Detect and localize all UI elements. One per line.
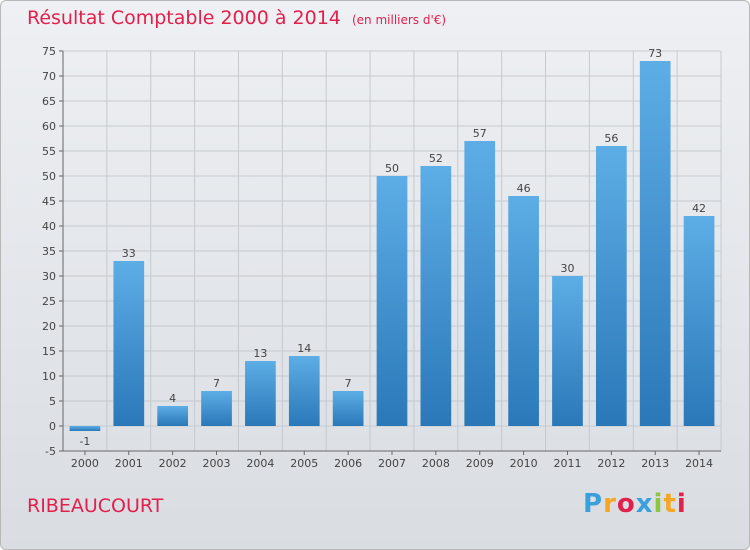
bar bbox=[683, 216, 715, 426]
y-tick-label: 10 bbox=[42, 370, 56, 383]
value-label: 13 bbox=[253, 347, 267, 360]
y-tick-label: 5 bbox=[49, 395, 56, 408]
y-tick-label: 0 bbox=[49, 420, 56, 433]
logo-letter: i bbox=[676, 489, 687, 519]
value-label: 73 bbox=[648, 47, 662, 60]
chart-title-main: Résultat Comptable 2000 à 2014 bbox=[27, 7, 341, 29]
y-tick-label: -5 bbox=[45, 445, 56, 458]
y-tick-labels: -5 0 5 10 15 20 25 30 35 40 45 50 55 60 65 70 75 bbox=[42, 45, 56, 458]
y-tick-label: 35 bbox=[42, 245, 56, 258]
value-label: 57 bbox=[473, 127, 487, 140]
y-tick-label: 55 bbox=[42, 145, 56, 158]
bar bbox=[332, 391, 364, 426]
chart-title: Résultat Comptable 2000 à 2014 (en milli… bbox=[27, 7, 446, 29]
bar bbox=[595, 146, 627, 426]
bar bbox=[508, 196, 539, 426]
x-tick-label: 2012 bbox=[597, 457, 625, 470]
bar bbox=[245, 361, 276, 426]
bar bbox=[464, 141, 496, 426]
bar bbox=[69, 426, 101, 431]
bar bbox=[376, 176, 408, 426]
bar bbox=[288, 356, 320, 426]
y-tick-label: 75 bbox=[42, 45, 56, 58]
value-label: 46 bbox=[517, 182, 531, 195]
x-tick-label: 2006 bbox=[334, 457, 362, 470]
logo-letter: P bbox=[583, 489, 604, 519]
x-tick-label: 2004 bbox=[246, 457, 274, 470]
value-label: 52 bbox=[429, 152, 443, 165]
bar bbox=[552, 276, 583, 426]
x-tick-label: 2011 bbox=[553, 457, 581, 470]
value-label: 4 bbox=[169, 392, 176, 405]
x-tick-label: 2009 bbox=[466, 457, 494, 470]
x-tick-label: 2002 bbox=[159, 457, 187, 470]
x-tick-labels: 2000 2001 2002 2003 2004 2005 2006 2007 2008 2009… bbox=[71, 457, 713, 470]
bar bbox=[201, 391, 232, 426]
bar bbox=[157, 406, 189, 426]
logo-letter: i bbox=[653, 489, 664, 519]
y-tick-label: 20 bbox=[42, 320, 56, 333]
x-tick-label: 2010 bbox=[510, 457, 538, 470]
y-tick-label: 30 bbox=[42, 270, 56, 283]
bars bbox=[69, 61, 715, 431]
value-label: 33 bbox=[122, 247, 136, 260]
logo-letter: x bbox=[635, 489, 654, 519]
y-tick-label: 70 bbox=[42, 70, 56, 83]
value-label: 30 bbox=[560, 262, 574, 275]
axes bbox=[59, 50, 721, 455]
y-tick-label: 40 bbox=[42, 220, 56, 233]
value-label: 42 bbox=[692, 202, 706, 215]
proxiti-logo: Proxiti bbox=[583, 489, 687, 519]
commune-name: RIBEAUCOURT bbox=[27, 495, 164, 517]
y-tick-label: 45 bbox=[42, 195, 56, 208]
value-label: 7 bbox=[345, 377, 352, 390]
x-tick-label: 2001 bbox=[115, 457, 143, 470]
y-tick-label: 15 bbox=[42, 345, 56, 358]
x-tick-label: 2000 bbox=[71, 457, 99, 470]
x-tick-label: 2013 bbox=[641, 457, 669, 470]
x-tick-label: 2003 bbox=[203, 457, 231, 470]
bar bbox=[113, 261, 145, 426]
y-tick-label: 25 bbox=[42, 295, 56, 308]
chart-title-unit: (en milliers d'€) bbox=[351, 13, 447, 27]
y-tick-label: 60 bbox=[42, 120, 56, 133]
bar bbox=[639, 61, 671, 426]
value-label: 14 bbox=[297, 342, 311, 355]
x-tick-label: 2005 bbox=[290, 457, 318, 470]
x-tick-label: 2014 bbox=[685, 457, 713, 470]
logo-letter: r bbox=[603, 489, 617, 519]
value-labels: -1 33 4 7 13 14 7 50 52 57 46 30 56 73 42 bbox=[79, 47, 706, 448]
value-label: -1 bbox=[79, 435, 90, 448]
y-tick-label: 65 bbox=[42, 95, 56, 108]
logo-letter: o bbox=[616, 489, 636, 519]
value-label: 7 bbox=[213, 377, 220, 390]
y-tick-label: 50 bbox=[42, 170, 56, 183]
value-label: 50 bbox=[385, 162, 399, 175]
x-tick-label: 2008 bbox=[422, 457, 450, 470]
x-tick-label: 2007 bbox=[378, 457, 406, 470]
value-label: 56 bbox=[604, 132, 618, 145]
bar bbox=[420, 166, 452, 426]
logo-letter: t bbox=[663, 489, 677, 519]
